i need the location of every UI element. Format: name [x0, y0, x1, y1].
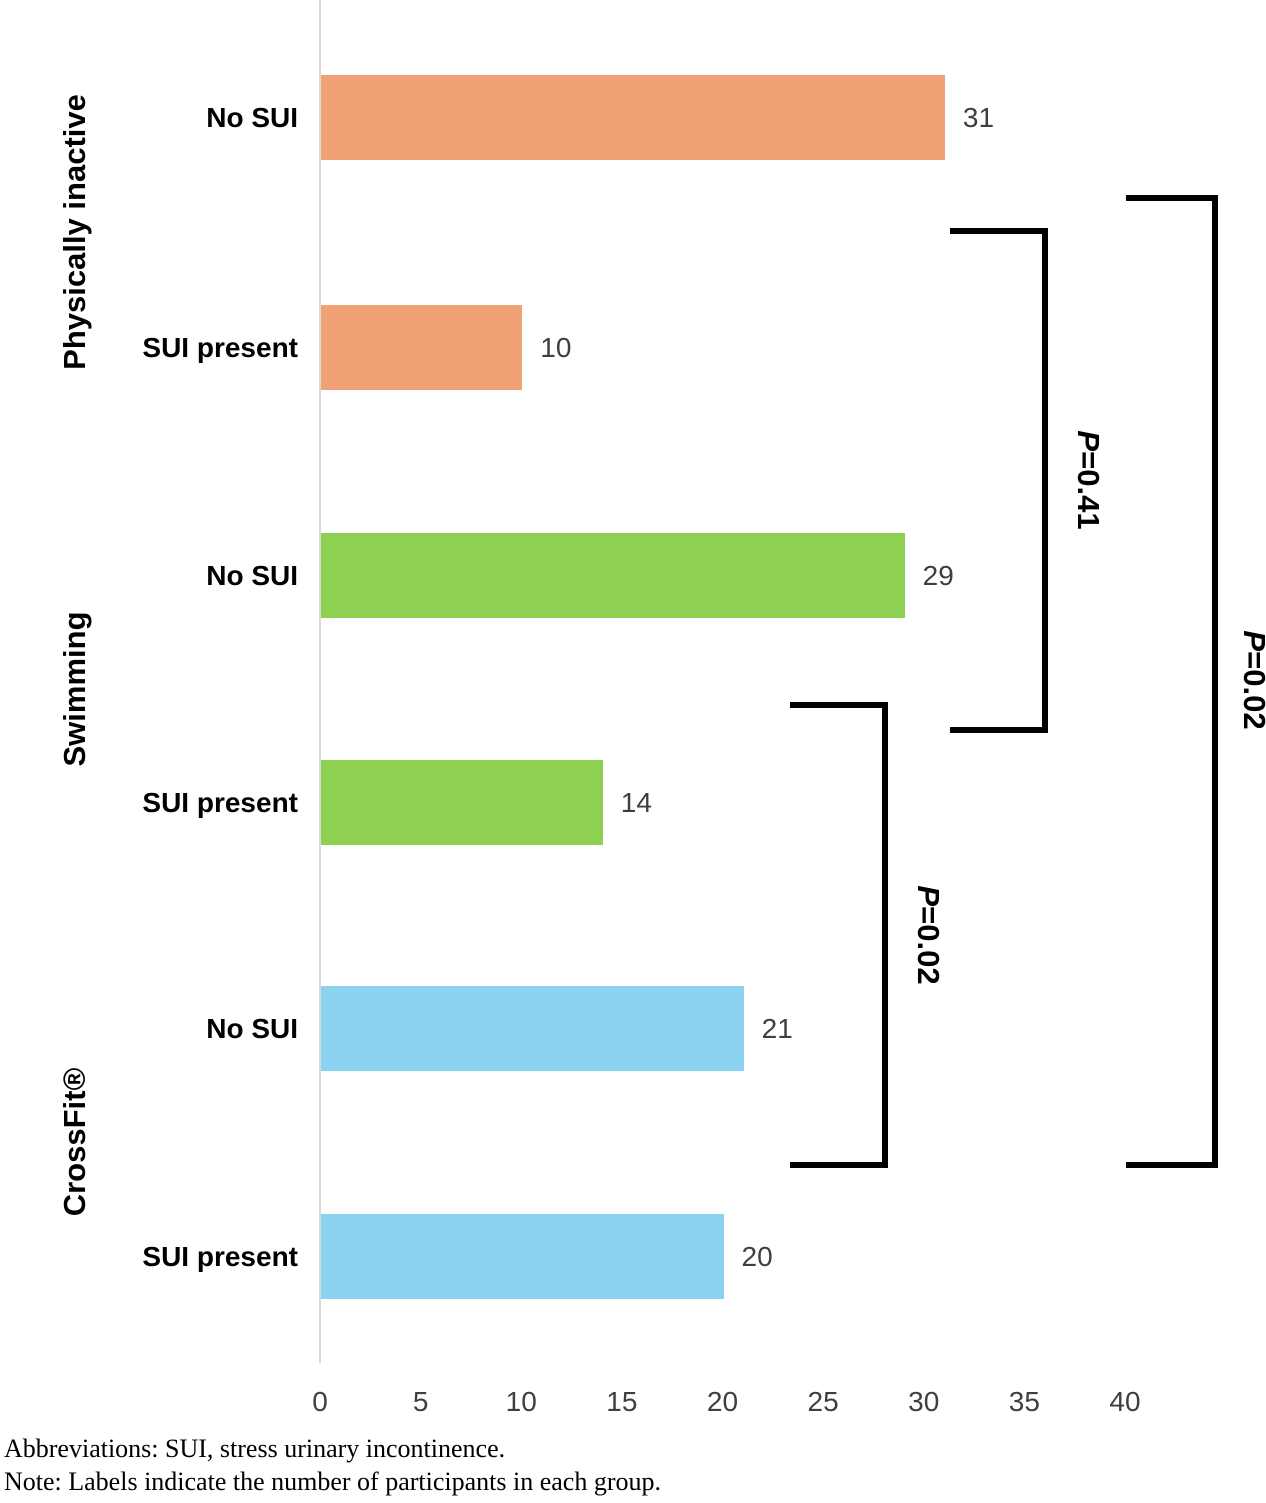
bar-value-label: 14 — [620, 786, 652, 818]
x-axis-tick-label: 0 — [312, 1386, 328, 1417]
bar-category-label: SUI present — [142, 331, 298, 363]
x-axis-tick-label: 25 — [807, 1386, 839, 1417]
bar — [321, 305, 523, 390]
comparison-bracket — [1126, 195, 1218, 1168]
x-axis-tick-label: 15 — [606, 1386, 638, 1417]
bar — [321, 533, 905, 618]
x-axis-zero-line — [319, 0, 321, 1363]
bar-category-label: SUI present — [142, 1240, 298, 1272]
group-label: CrossFit® — [57, 1067, 92, 1217]
p-value-label: P=0.02 — [911, 885, 946, 985]
x-axis-tick-label: 30 — [908, 1386, 940, 1417]
bar — [321, 75, 945, 160]
bar-category-label: No SUI — [206, 1012, 298, 1044]
bar-value-label: 29 — [922, 559, 954, 591]
footnote-abbreviations: Abbreviations: SUI, stress urinary incon… — [4, 1434, 506, 1463]
comparison-bracket — [790, 702, 888, 1168]
bar-category-label: SUI present — [142, 786, 298, 818]
x-axis-tick-label: 40 — [1109, 1386, 1141, 1417]
footnotes: Abbreviations: SUI, stress urinary incon… — [4, 1432, 661, 1498]
bar-category-label: No SUI — [206, 559, 298, 591]
comparison-bracket — [950, 228, 1048, 733]
bar-value-label: 31 — [962, 101, 995, 133]
bar-value-label: 21 — [761, 1012, 793, 1044]
bar — [321, 986, 744, 1071]
bar-category-label: No SUI — [206, 101, 298, 133]
x-axis-tick-label: 20 — [706, 1386, 739, 1417]
group-label: Swimming — [57, 611, 92, 767]
bar — [321, 760, 603, 845]
x-axis-tick-label: 10 — [505, 1386, 537, 1417]
p-value-label: P=0.02 — [1237, 630, 1266, 730]
x-axis-tick-label: 5 — [412, 1386, 429, 1417]
x-axis-tick-label: 35 — [1008, 1386, 1040, 1417]
bar — [321, 1214, 724, 1299]
bar-value-label: 20 — [741, 1240, 773, 1272]
group-label: Physically inactive — [57, 94, 92, 370]
bar-value-label: 10 — [540, 331, 572, 363]
p-value-label: P=0.41 — [1071, 430, 1106, 530]
footnote-note: Note: Labels indicate the number of part… — [4, 1467, 661, 1496]
